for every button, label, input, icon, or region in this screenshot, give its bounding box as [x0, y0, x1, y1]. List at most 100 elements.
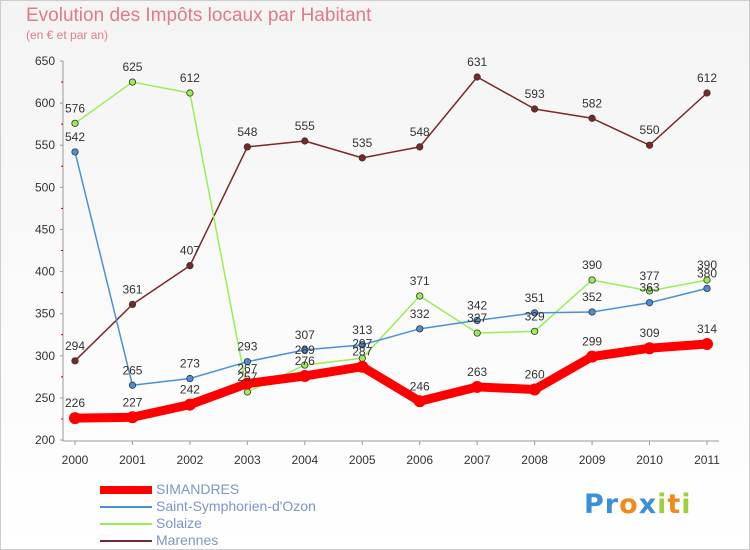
data-point [531, 105, 539, 113]
legend-swatch-marennes [100, 540, 152, 542]
data-point [416, 143, 424, 151]
y-tick-label: 400 [35, 265, 55, 279]
data-point [703, 284, 711, 292]
data-label: 313 [352, 323, 372, 337]
data-point [298, 369, 311, 382]
data-point [301, 137, 309, 145]
data-label: 307 [295, 328, 315, 342]
logo-letter: x [638, 489, 658, 520]
data-label: 297 [352, 336, 372, 350]
proxiti-logo: Proxiti [584, 489, 692, 520]
data-label: 263 [467, 365, 487, 379]
chart-axes: 200 250 300 350 400 450 500 550 600 650 2000 2001 20… [35, 54, 720, 467]
series-line-saint-symphorien-d-ozon [74, 151, 708, 387]
legend-item: Marennes [100, 532, 400, 550]
data-point [71, 357, 79, 365]
data-label: 548 [237, 125, 257, 139]
data-label: 555 [295, 119, 315, 133]
data-label: 550 [640, 123, 660, 137]
series-line-simandres [70, 339, 712, 423]
data-point [243, 358, 251, 366]
data-label: 535 [352, 136, 372, 150]
legend-swatch-simandres [100, 486, 152, 494]
data-label: 246 [410, 379, 430, 393]
data-label: 407 [180, 244, 200, 258]
data-label: 257 [237, 370, 257, 384]
logo-letter: i [681, 489, 692, 520]
data-point [183, 398, 196, 411]
legend-item: SIMANDRES [100, 481, 400, 499]
data-point [413, 395, 426, 408]
x-tick-label: 2009 [579, 453, 606, 467]
data-label: 612 [180, 71, 200, 85]
data-point [645, 299, 654, 307]
data-label: 548 [410, 125, 430, 139]
legend-label: Solaize [156, 515, 202, 531]
data-point [473, 329, 481, 337]
chart-series [69, 73, 713, 425]
data-label: 276 [295, 354, 315, 368]
x-tick-label: 2001 [119, 453, 146, 467]
data-point [358, 154, 366, 162]
data-point [528, 383, 541, 396]
series-line-marennes [74, 76, 708, 362]
data-label: 576 [65, 101, 85, 115]
data-point [69, 412, 81, 425]
x-tick-label: 2005 [349, 453, 376, 467]
data-label: 612 [697, 71, 717, 85]
data-point [531, 309, 539, 317]
data-label: 226 [65, 396, 85, 410]
data-label: 242 [180, 383, 200, 397]
data-point [356, 360, 369, 373]
data-label: 342 [467, 298, 487, 312]
data-label: 377 [640, 269, 660, 283]
logo-letter: i [657, 489, 668, 520]
x-tick-label: 2010 [636, 453, 663, 467]
logo-letter: t [667, 489, 682, 520]
x-tick-label: 2006 [406, 453, 433, 467]
data-point [128, 300, 137, 309]
data-label: 287 [352, 345, 372, 359]
x-tick-label: 2011 [694, 453, 720, 467]
data-point [71, 148, 79, 156]
data-point [71, 119, 79, 127]
data-point [241, 377, 254, 390]
y-tick-label: 600 [35, 96, 55, 110]
chart-legend: SIMANDRES Saint-Symphorien-d'Ozon Solaiz… [100, 481, 400, 550]
data-point [128, 381, 137, 389]
page-title: Evolution des Impôts locaux par Habitant [26, 5, 372, 26]
data-point [186, 262, 194, 270]
data-point [126, 411, 139, 424]
legend-label: Marennes [156, 532, 219, 548]
data-point [588, 276, 596, 284]
logo-letter: P [584, 489, 605, 520]
legend-label: SIMANDRES [156, 481, 240, 497]
data-label: 227 [122, 395, 142, 409]
data-label: 582 [582, 96, 602, 110]
x-tick-label: 2007 [464, 453, 491, 467]
logo-letter: r [604, 489, 620, 520]
data-label: 363 [640, 281, 660, 295]
legend-item: Saint-Symphorien-d'Ozon [100, 498, 400, 516]
x-tick-label: 2002 [177, 453, 204, 467]
data-label: 273 [180, 357, 200, 371]
data-point [128, 78, 137, 86]
y-tick-label: 500 [35, 180, 55, 194]
data-point [586, 350, 599, 363]
data-label: 390 [582, 258, 602, 272]
data-label: 352 [582, 290, 602, 304]
data-point [186, 374, 194, 383]
chart-subtitle: (en € et par an) [26, 28, 109, 42]
data-point [301, 346, 309, 354]
data-point [643, 342, 656, 355]
data-point [243, 143, 251, 151]
x-tick-label: 2000 [62, 453, 89, 467]
x-tick-label: 2003 [234, 453, 261, 467]
y-tick-label: 200 [35, 433, 55, 447]
data-label: 351 [525, 291, 545, 305]
data-point [588, 114, 596, 122]
series-line-solaize [74, 81, 708, 393]
data-point [473, 316, 481, 325]
data-point [416, 325, 424, 333]
